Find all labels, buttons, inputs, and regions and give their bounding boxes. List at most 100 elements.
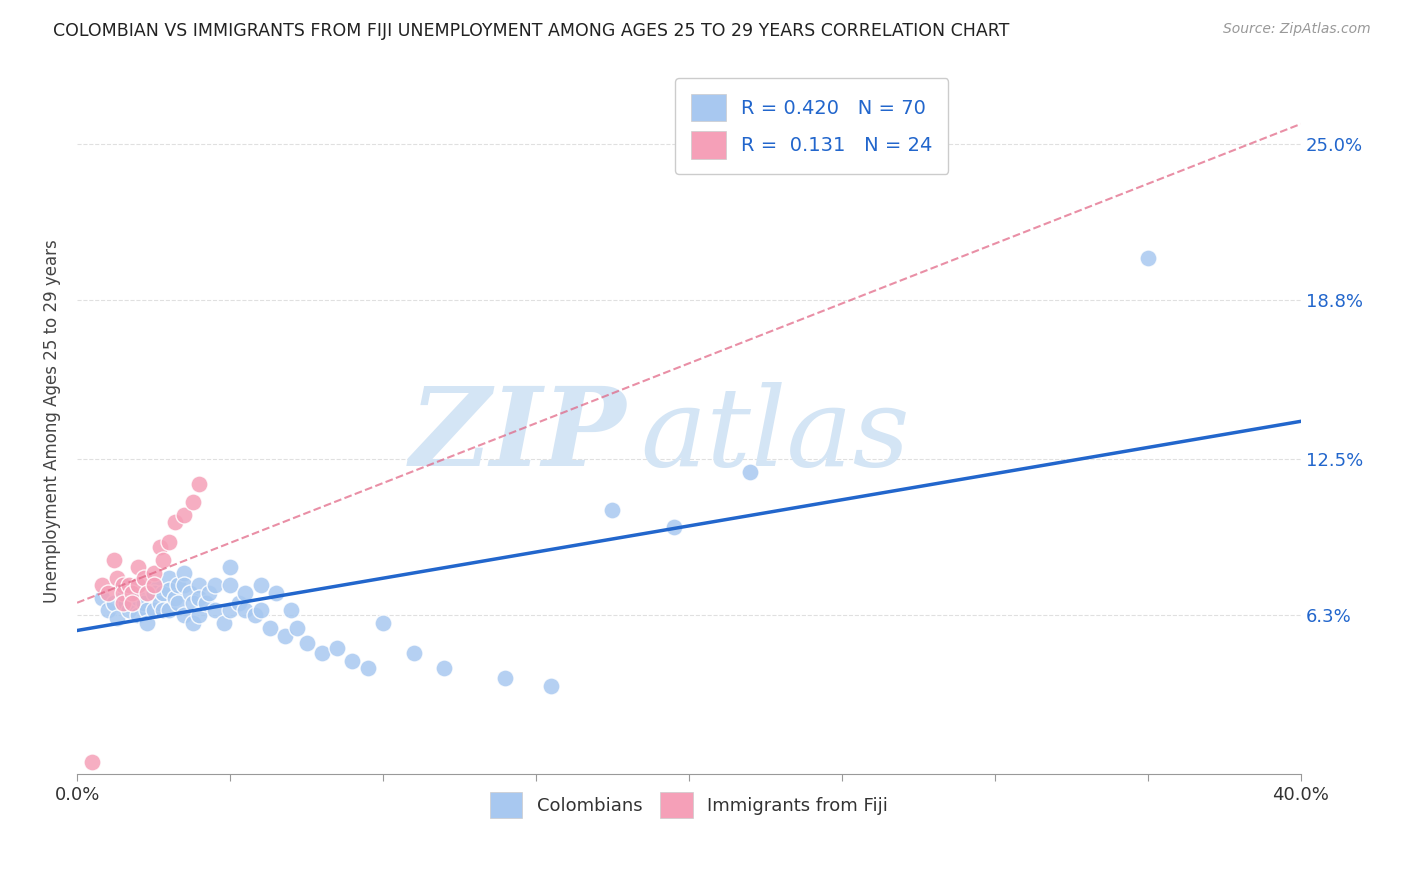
Point <box>274 628 297 642</box>
Point <box>243 608 266 623</box>
Point <box>142 566 165 580</box>
Point <box>152 603 174 617</box>
Point <box>228 596 250 610</box>
Point <box>235 603 257 617</box>
Point <box>142 585 165 599</box>
Point <box>157 583 180 598</box>
Point <box>127 560 149 574</box>
Point <box>264 585 287 599</box>
Point <box>494 671 516 685</box>
Point <box>152 553 174 567</box>
Point <box>97 585 120 599</box>
Point <box>157 603 180 617</box>
Point <box>136 585 159 599</box>
Point <box>371 615 394 630</box>
Point <box>285 621 308 635</box>
Point <box>136 615 159 630</box>
Point <box>121 596 143 610</box>
Point <box>235 585 257 599</box>
Point <box>173 608 195 623</box>
Point <box>259 621 281 635</box>
Point <box>127 608 149 623</box>
Point <box>173 566 195 580</box>
Point <box>157 535 180 549</box>
Y-axis label: Unemployment Among Ages 25 to 29 years: Unemployment Among Ages 25 to 29 years <box>44 239 60 603</box>
Point <box>183 495 205 509</box>
Point <box>212 615 235 630</box>
Point <box>280 603 302 617</box>
Point <box>740 465 762 479</box>
Point <box>134 570 156 584</box>
Point <box>204 603 226 617</box>
Point <box>188 591 211 605</box>
Point <box>142 578 165 592</box>
Point <box>121 596 143 610</box>
Point <box>149 541 172 555</box>
Point <box>149 596 172 610</box>
Point <box>142 578 165 592</box>
Point <box>90 591 112 605</box>
Point <box>249 603 271 617</box>
Text: Source: ZipAtlas.com: Source: ZipAtlas.com <box>1223 22 1371 37</box>
Point <box>173 578 195 592</box>
Point <box>118 603 141 617</box>
Point <box>197 585 219 599</box>
Point <box>157 570 180 584</box>
Point <box>136 603 159 617</box>
Point <box>249 578 271 592</box>
Point <box>219 560 242 574</box>
Text: COLOMBIAN VS IMMIGRANTS FROM FIJI UNEMPLOYMENT AMONG AGES 25 TO 29 YEARS CORRELA: COLOMBIAN VS IMMIGRANTS FROM FIJI UNEMPL… <box>53 22 1010 40</box>
Point <box>662 520 685 534</box>
Point <box>105 570 128 584</box>
Point <box>111 596 134 610</box>
Point <box>357 661 380 675</box>
Point <box>115 596 138 610</box>
Legend: Colombians, Immigrants from Fiji: Colombians, Immigrants from Fiji <box>482 785 896 825</box>
Point <box>118 578 141 592</box>
Point <box>402 646 425 660</box>
Point <box>342 654 364 668</box>
Point <box>188 608 211 623</box>
Point <box>121 585 143 599</box>
Point <box>602 502 624 516</box>
Point <box>183 596 205 610</box>
Point <box>295 636 318 650</box>
Point <box>111 585 134 599</box>
Point <box>134 596 156 610</box>
Point <box>204 578 226 592</box>
Point <box>183 615 205 630</box>
Point <box>188 477 211 491</box>
Text: ZIP: ZIP <box>409 382 626 489</box>
Point <box>90 578 112 592</box>
Point <box>152 585 174 599</box>
Point <box>127 578 149 592</box>
Point <box>105 611 128 625</box>
Point <box>163 515 186 529</box>
Point <box>188 578 211 592</box>
Point <box>219 578 242 592</box>
Point <box>326 641 349 656</box>
Point <box>163 591 186 605</box>
Point <box>111 591 134 605</box>
Point <box>127 591 149 605</box>
Point <box>142 603 165 617</box>
Point <box>173 508 195 522</box>
Point <box>311 646 333 660</box>
Point <box>97 603 120 617</box>
Point <box>194 596 217 610</box>
Point <box>121 585 143 599</box>
Point <box>111 578 134 592</box>
Point <box>179 585 201 599</box>
Point <box>103 553 125 567</box>
Point <box>1136 251 1159 265</box>
Point <box>167 596 190 610</box>
Point <box>111 578 134 592</box>
Point <box>127 578 149 592</box>
Point <box>219 603 242 617</box>
Point <box>82 755 104 769</box>
Point <box>540 679 562 693</box>
Point <box>167 578 190 592</box>
Point <box>103 596 125 610</box>
Point <box>433 661 456 675</box>
Text: atlas: atlas <box>640 382 910 489</box>
